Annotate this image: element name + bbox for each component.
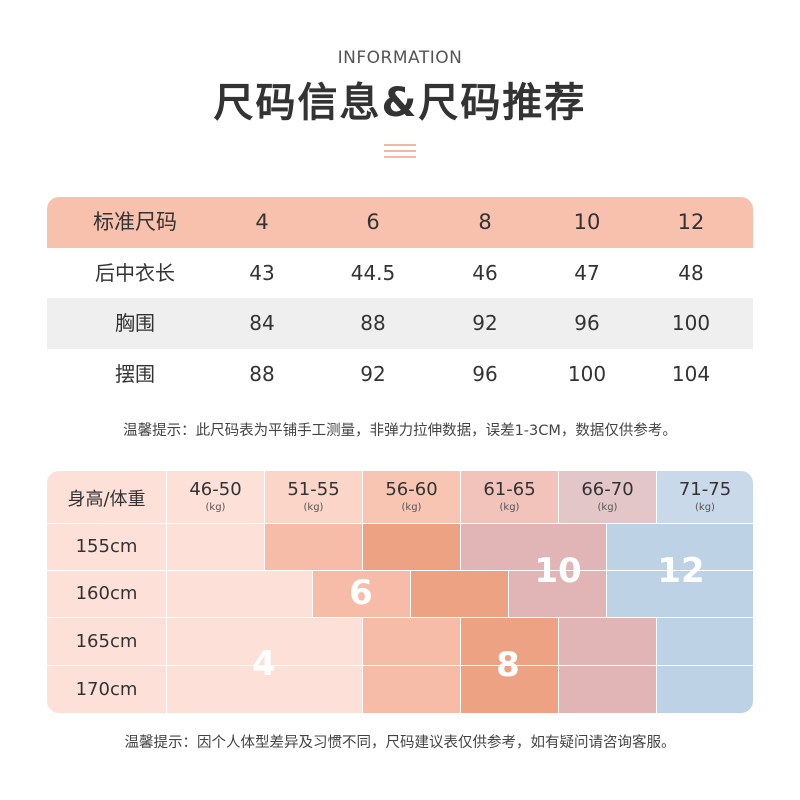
weight-header-cell: 56-60 (kg) — [363, 471, 460, 523]
height-label: 155cm — [47, 524, 166, 570]
height-label: 165cm — [47, 618, 166, 665]
size-cell-4 — [167, 666, 362, 713]
size-cell-12 — [607, 571, 753, 617]
size-cell-4 — [167, 571, 312, 617]
weight-range: 71-75 — [678, 479, 732, 500]
weight-range: 46-50 — [189, 479, 242, 500]
size-label-8: 8 — [496, 645, 520, 685]
recommendation-note: 温馨提示：因个人体型差异及习惯不同，尺码建议表仅供参考，如有疑问请咨询客服。 — [124, 735, 676, 751]
table-cell: 47 — [574, 261, 600, 285]
weight-range: 56-60 — [385, 479, 438, 500]
size-cell-10 — [559, 618, 656, 665]
size-table-note: 温馨提示：此尺码表为平铺手工测量，非弹力拉伸数据，误差1-3CM，数据仅供参考。 — [123, 423, 677, 439]
table-cell: 48 — [678, 261, 704, 285]
height-label: 170cm — [47, 666, 166, 713]
size-label-10: 10 — [534, 551, 582, 591]
weight-range: 66-70 — [581, 479, 634, 500]
table-cell: 84 — [249, 311, 275, 335]
corner-label: 身高/体重 — [67, 489, 146, 510]
weight-header-cell: 46-50 (kg) — [167, 471, 264, 523]
table-row: 胸围 84 88 92 96 100 — [47, 298, 753, 349]
size-cell-4 — [167, 524, 264, 570]
weight-header-cell: 61-65 (kg) — [461, 471, 558, 523]
table-cell: 后中衣长 — [95, 261, 175, 285]
table-cell: 92 — [472, 311, 498, 335]
table-row: 摆围 88 92 96 100 104 — [47, 349, 753, 400]
weight-range: 61-65 — [483, 479, 536, 500]
size-cell-6 — [363, 618, 460, 665]
table-row: 后中衣长 43 44.5 46 47 48 — [47, 248, 753, 299]
table-cell: 胸围 — [115, 311, 155, 335]
size-cell-10 — [461, 524, 606, 570]
size-cell-10 — [509, 571, 606, 617]
size-cell-6 — [363, 666, 460, 713]
weight-header-cell: 51-55 (kg) — [265, 471, 362, 523]
size-cell-12 — [657, 618, 753, 665]
table-cell: 4 — [255, 210, 269, 234]
table-cell: 100 — [671, 311, 711, 335]
table-cell: 96 — [472, 362, 498, 386]
size-recommendation-table: 身高/体重 46-50 (kg) 51-55 (kg) 56-60 (kg) 6… — [47, 471, 753, 713]
table-cell: 43 — [249, 261, 275, 285]
table-cell: 44.5 — [350, 261, 396, 285]
size-cell-8 — [461, 618, 558, 665]
table-cell: 92 — [360, 362, 386, 386]
height-label: 160cm — [47, 571, 166, 617]
table-cell: 88 — [360, 311, 386, 335]
weight-unit: (kg) — [499, 502, 520, 513]
size-cell-4 — [167, 618, 362, 665]
weight-unit: (kg) — [695, 502, 715, 513]
size-cell-12 — [657, 666, 753, 713]
divider-line — [384, 144, 416, 146]
table-cell: 96 — [574, 311, 600, 335]
table-cell: 100 — [567, 362, 607, 386]
corner-cell: 身高/体重 — [47, 471, 166, 523]
weight-unit: (kg) — [205, 502, 226, 513]
size-cell-8 — [411, 571, 508, 617]
size-cell-8 — [461, 666, 558, 713]
table-cell: 46 — [472, 261, 498, 285]
table-cell: 12 — [677, 210, 705, 234]
weight-header-cell: 66-70 (kg) — [559, 471, 656, 523]
table-cell: 8 — [478, 210, 492, 234]
size-info-table: 标准尺码 4 6 8 10 12 后中衣长 43 44.5 46 47 48 胸… — [47, 197, 753, 400]
size-cell-12 — [607, 524, 753, 570]
weight-unit: (kg) — [401, 502, 422, 513]
divider-line — [384, 156, 416, 158]
size-label-6: 6 — [349, 573, 373, 613]
table-cell: 摆围 — [115, 362, 155, 386]
size-header-row: 标准尺码 4 6 8 10 12 — [47, 197, 753, 248]
weight-range: 51-55 — [287, 479, 340, 500]
table-cell: 88 — [249, 362, 275, 386]
table-cell: 104 — [671, 362, 711, 386]
table-cell: 6 — [366, 210, 380, 234]
size-cell-10 — [559, 666, 656, 713]
size-cell-6 — [313, 571, 410, 617]
weight-header-cell: 71-75 (kg) — [657, 471, 753, 523]
divider-line — [384, 150, 416, 152]
eyebrow-text: INFORMATION — [337, 48, 463, 68]
table-cell: 标准尺码 — [93, 210, 177, 234]
size-cell-6 — [265, 524, 362, 570]
page-title: 尺码信息&尺码推荐 — [213, 80, 587, 126]
table-cell: 10 — [573, 210, 601, 234]
weight-unit: (kg) — [303, 502, 324, 513]
size-label-4: 4 — [252, 644, 276, 684]
weight-unit: (kg) — [597, 502, 618, 513]
size-cell-8 — [363, 524, 460, 570]
size-label-12: 12 — [657, 551, 705, 591]
